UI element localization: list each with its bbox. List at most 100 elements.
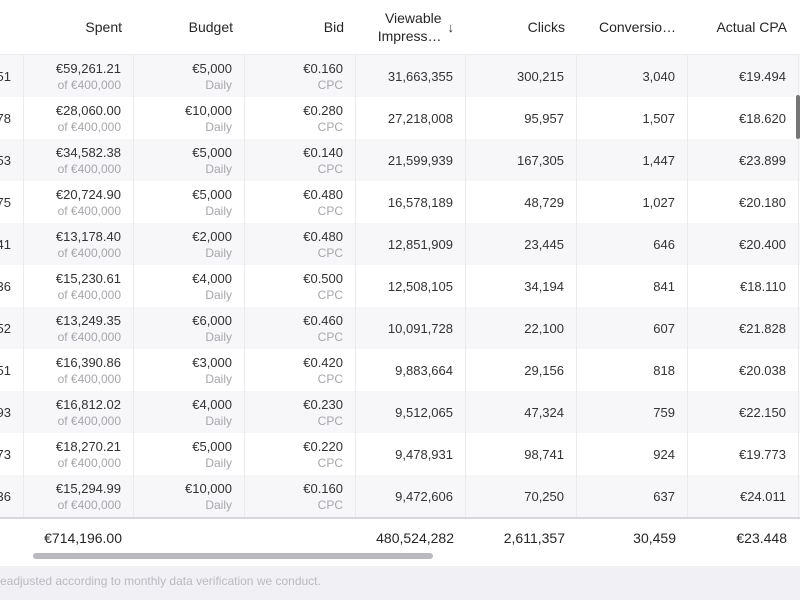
conversions-value: 1,027 [642, 194, 675, 210]
row-cell-truncated: 36 [0, 265, 24, 307]
row-cell-spent: €15,294.99 of €400,000 [24, 475, 134, 517]
cpa-value: €21.828 [739, 320, 786, 336]
row-cell-actual-cpa: €24.011 [688, 475, 799, 517]
row-cell-viewable-impressions: 31,663,355 [356, 55, 466, 97]
budget-value: €4,000 [192, 270, 232, 286]
row-cell-clicks: 48,729 [466, 181, 577, 223]
header-viewable-impressions[interactable]: Viewable Impress… ↓ [356, 0, 466, 54]
bid-value: €0.500 [303, 270, 343, 286]
spent-of-total: of €400,000 [57, 119, 121, 134]
header-viewable-line2: Impress… [377, 28, 442, 44]
views-value: 27,218,008 [387, 110, 453, 126]
horizontal-scrollbar[interactable] [0, 552, 800, 560]
row-cell-bid: €0.500 CPC [245, 265, 356, 307]
clicks-value: 34,194 [524, 278, 564, 294]
bid-type: CPC [317, 455, 343, 470]
bid-type: CPC [317, 413, 343, 428]
views-value: 12,851,909 [387, 236, 453, 252]
spent-of-total: of €400,000 [57, 203, 121, 218]
bid-value: €0.480 [303, 228, 343, 244]
row-cell-conversions: 646 [577, 223, 688, 265]
spent-value: €34,582.38 [55, 144, 121, 160]
row-cell-actual-cpa: €18.110 [688, 265, 799, 307]
row-cell-budget: €3,000 Daily [134, 349, 245, 391]
row-cell-conversions: 607 [577, 307, 688, 349]
spent-value: €15,230.61 [55, 270, 121, 286]
sort-descending-icon[interactable]: ↓ [447, 19, 455, 35]
budget-value: €3,000 [192, 354, 232, 370]
conversions-value: 3,040 [642, 68, 675, 84]
row-cell-clicks: 47,324 [466, 391, 577, 433]
row-cell-viewable-impressions: 21,599,939 [356, 139, 466, 181]
spent-of-total: of €400,000 [57, 497, 121, 512]
header-actual-cpa[interactable]: Actual CPA [688, 0, 799, 54]
spent-of-total: of €400,000 [57, 287, 121, 302]
header-bid[interactable]: Bid [245, 0, 356, 54]
row-cell-budget: €5,000 Daily [134, 181, 245, 223]
right-edge-marker [796, 95, 800, 139]
row-cell-budget: €10,000 Daily [134, 97, 245, 139]
conversions-value: 1,507 [642, 110, 675, 126]
spent-value: €59,261.21 [55, 60, 121, 76]
row-cell-viewable-impressions: 16,578,189 [356, 181, 466, 223]
row-cell-truncated: 73 [0, 433, 24, 475]
row-cell-actual-cpa: €20.400 [688, 223, 799, 265]
row-cell-actual-cpa: €23.899 [688, 139, 799, 181]
clicks-value: 47,324 [524, 404, 564, 420]
row-cell-clicks: 34,194 [466, 265, 577, 307]
cpa-value: €20.400 [739, 236, 786, 252]
conversions-value: 607 [653, 320, 675, 336]
footer-note: readjusted according to monthly data ver… [0, 574, 321, 588]
budget-period: Daily [205, 161, 232, 176]
truncated-value: 41 [0, 236, 11, 252]
row-cell-conversions: 1,027 [577, 181, 688, 223]
spent-value: €13,178.40 [55, 228, 121, 244]
row-cell-conversions: 818 [577, 349, 688, 391]
header-viewable-text: Viewable Impress… [378, 9, 442, 45]
row-cell-actual-cpa: €18.620 [688, 97, 799, 139]
truncated-value: 52 [0, 320, 11, 336]
cpa-value: €19.494 [739, 68, 786, 84]
row-cell-clicks: 23,445 [466, 223, 577, 265]
budget-period: Daily [205, 329, 232, 344]
header-clicks[interactable]: Clicks [466, 0, 577, 54]
header-spent[interactable]: Spent [24, 0, 134, 54]
header-budget[interactable]: Budget [134, 0, 245, 54]
truncated-value: 36 [0, 488, 11, 504]
views-value: 9,883,664 [395, 362, 453, 378]
spent-of-total: of €400,000 [57, 413, 121, 428]
bid-type: CPC [317, 203, 343, 218]
total-spent-value: €714,196.00 [44, 530, 122, 546]
row-cell-actual-cpa: €21.828 [688, 307, 799, 349]
row-cell-clicks: 95,957 [466, 97, 577, 139]
row-cell-budget: €10,000 Daily [134, 475, 245, 517]
views-value: 12,508,105 [387, 278, 453, 294]
spent-of-total: of €400,000 [57, 455, 121, 470]
views-value: 21,599,939 [387, 152, 453, 168]
footer-band [0, 566, 800, 600]
row-cell-clicks: 98,741 [466, 433, 577, 475]
horizontal-scrollbar-thumb[interactable] [33, 553, 433, 559]
truncated-value: 51 [0, 362, 11, 378]
cpa-value: €23.899 [739, 152, 786, 168]
header-conversions[interactable]: Conversio… [577, 0, 688, 54]
header-viewable-content: Viewable Impress… ↓ [378, 9, 454, 45]
budget-period: Daily [205, 245, 232, 260]
bid-type: CPC [317, 497, 343, 512]
budget-period: Daily [205, 497, 232, 512]
bid-type: CPC [317, 245, 343, 260]
clicks-value: 95,957 [524, 110, 564, 126]
row-cell-conversions: 1,447 [577, 139, 688, 181]
